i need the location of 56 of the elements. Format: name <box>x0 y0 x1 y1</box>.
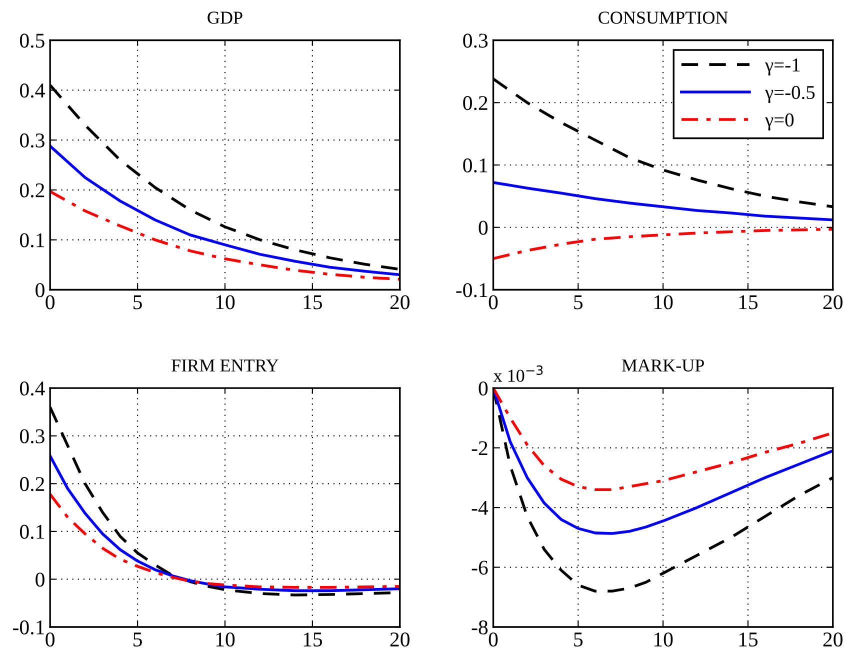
line-series <box>50 144 400 276</box>
line-series <box>50 190 400 281</box>
y-tick-label: -4 <box>472 501 488 515</box>
x-tick-label: 10 <box>216 632 235 647</box>
legend-label: γ=-0.5 <box>765 86 815 103</box>
line-series <box>50 454 400 592</box>
y-tick-label: 0 <box>36 572 44 587</box>
y-tick-label: -6 <box>472 560 488 575</box>
x-tick-label: 10 <box>654 295 673 310</box>
x-tick-label: 0 <box>46 632 55 647</box>
x-tick-label: 15 <box>739 632 758 647</box>
y-tick-label: 0 <box>478 220 488 235</box>
x-tick-label: 5 <box>134 632 142 647</box>
y-tick-label: 0.4 <box>20 84 45 98</box>
y-tick-label: 0.2 <box>20 477 44 492</box>
x-tick-label: 20 <box>823 295 842 310</box>
y-tick-label: -2 <box>472 441 488 456</box>
chart-title: FIRM ENTRY <box>172 360 278 372</box>
line-series <box>493 181 833 222</box>
y-tick-label: -8 <box>472 620 488 634</box>
y-tick-label: 0.1 <box>20 233 44 248</box>
x-tick-label: 0 <box>46 295 55 310</box>
x-tick-label: 5 <box>574 632 583 647</box>
x-tick-label: 20 <box>390 295 410 310</box>
legend-label: γ=-1 <box>765 58 800 76</box>
chart-title: CONSUMPTION <box>598 12 728 24</box>
y-tick-label: 0.3 <box>20 133 44 148</box>
line-series <box>50 492 400 589</box>
y-tick-label: 0.5 <box>20 34 44 48</box>
chart-title: MARK-UP <box>622 359 704 372</box>
y-tick-label: -0.1 <box>13 620 44 635</box>
x-tick-label: 20 <box>823 632 842 647</box>
y-tick-label: 0 <box>478 381 488 396</box>
y-tick-label: 0.3 <box>463 34 488 48</box>
x-tick-label: 5 <box>574 295 583 310</box>
x-tick-label: 15 <box>304 295 322 310</box>
y-tick-label: 0.2 <box>463 96 488 110</box>
line-series <box>493 228 833 260</box>
chart-title: GDP <box>208 12 242 24</box>
x-tick-label: 0 <box>488 295 498 310</box>
x-tick-label: 15 <box>304 632 322 647</box>
legend-label: γ=0 <box>765 113 794 130</box>
x-tick-label: 15 <box>739 295 758 310</box>
x-tick-label: 5 <box>134 295 142 310</box>
x-tick-label: 10 <box>216 295 235 310</box>
y-tick-label: -0.1 <box>456 283 488 298</box>
y-tick-label: 0.3 <box>20 429 44 444</box>
y-tick-label: 0.1 <box>463 158 488 173</box>
x-tick-label: 20 <box>390 632 410 647</box>
y-tick-label: 0.1 <box>20 524 44 539</box>
y-tick-label: 0.4 <box>20 381 45 396</box>
y-tick-label: 0.2 <box>20 183 44 198</box>
y-tick-label: 0 <box>36 283 44 298</box>
x-tick-label: 10 <box>654 632 673 647</box>
x-tick-label: 0 <box>488 632 498 647</box>
text: x 10$^{−3}$ <box>493 365 543 382</box>
